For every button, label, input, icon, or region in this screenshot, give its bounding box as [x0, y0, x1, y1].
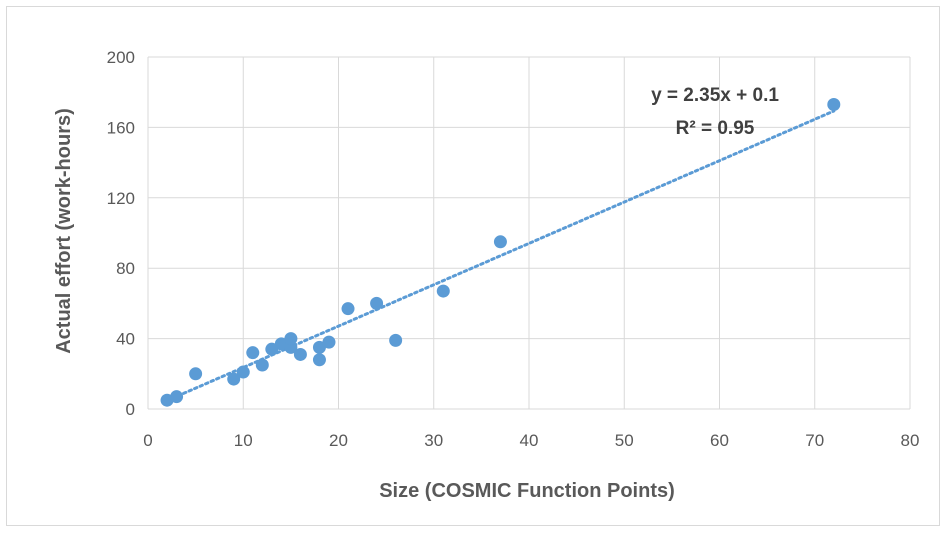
x-tick-labels: 0 10 20 30 40 50 60 70 80 [143, 431, 919, 450]
y-tick-label: 0 [126, 400, 135, 419]
data-point [370, 296, 384, 310]
gridlines [147, 56, 911, 410]
x-tick-label: 30 [424, 431, 443, 450]
data-point [493, 235, 507, 249]
trendline-equation: y = 2.35x + 0.1 [651, 85, 779, 106]
y-tick-label: 160 [107, 118, 135, 137]
x-tick-label: 80 [901, 431, 920, 450]
data-point [284, 332, 298, 346]
chart-area: 0 10 20 30 40 50 60 70 80 0 40 80 120 160 200 y = 2.3… [6, 6, 940, 526]
y-tick-label: 120 [107, 189, 135, 208]
x-tick-label: 40 [520, 431, 539, 450]
data-point [246, 346, 260, 360]
y-axis-title: Actual effort (work-hours) [53, 108, 75, 354]
data-point [227, 372, 241, 386]
x-tick-label: 10 [234, 431, 253, 450]
data-point [170, 390, 184, 404]
data-point [312, 340, 326, 354]
x-tick-label: 70 [805, 431, 824, 450]
trendline [165, 109, 836, 403]
data-point [389, 333, 403, 347]
trendline-r-squared: R² = 0.95 [676, 118, 755, 139]
data-point [236, 365, 250, 379]
y-tick-label: 200 [107, 48, 135, 67]
data-point [827, 98, 841, 112]
x-axis-title: Size (COSMIC Function Points) [379, 480, 675, 502]
data-point [293, 347, 307, 361]
data-point [341, 302, 355, 316]
x-tick-label: 50 [615, 431, 634, 450]
x-tick-label: 0 [143, 431, 152, 450]
data-point [265, 342, 279, 356]
data-points [160, 98, 841, 407]
data-point [255, 358, 269, 372]
y-tick-label: 80 [116, 259, 135, 278]
scatter-chart: 0 10 20 30 40 50 60 70 80 0 40 80 120 160 200 y = 2.3… [53, 48, 919, 502]
y-tick-labels: 0 40 80 120 160 200 [107, 48, 135, 419]
data-point [322, 335, 336, 349]
x-tick-label: 60 [710, 431, 729, 450]
y-tick-label: 40 [116, 330, 135, 349]
x-tick-label: 20 [329, 431, 348, 450]
data-point [189, 367, 203, 381]
data-point [312, 353, 326, 367]
data-point [436, 284, 450, 298]
